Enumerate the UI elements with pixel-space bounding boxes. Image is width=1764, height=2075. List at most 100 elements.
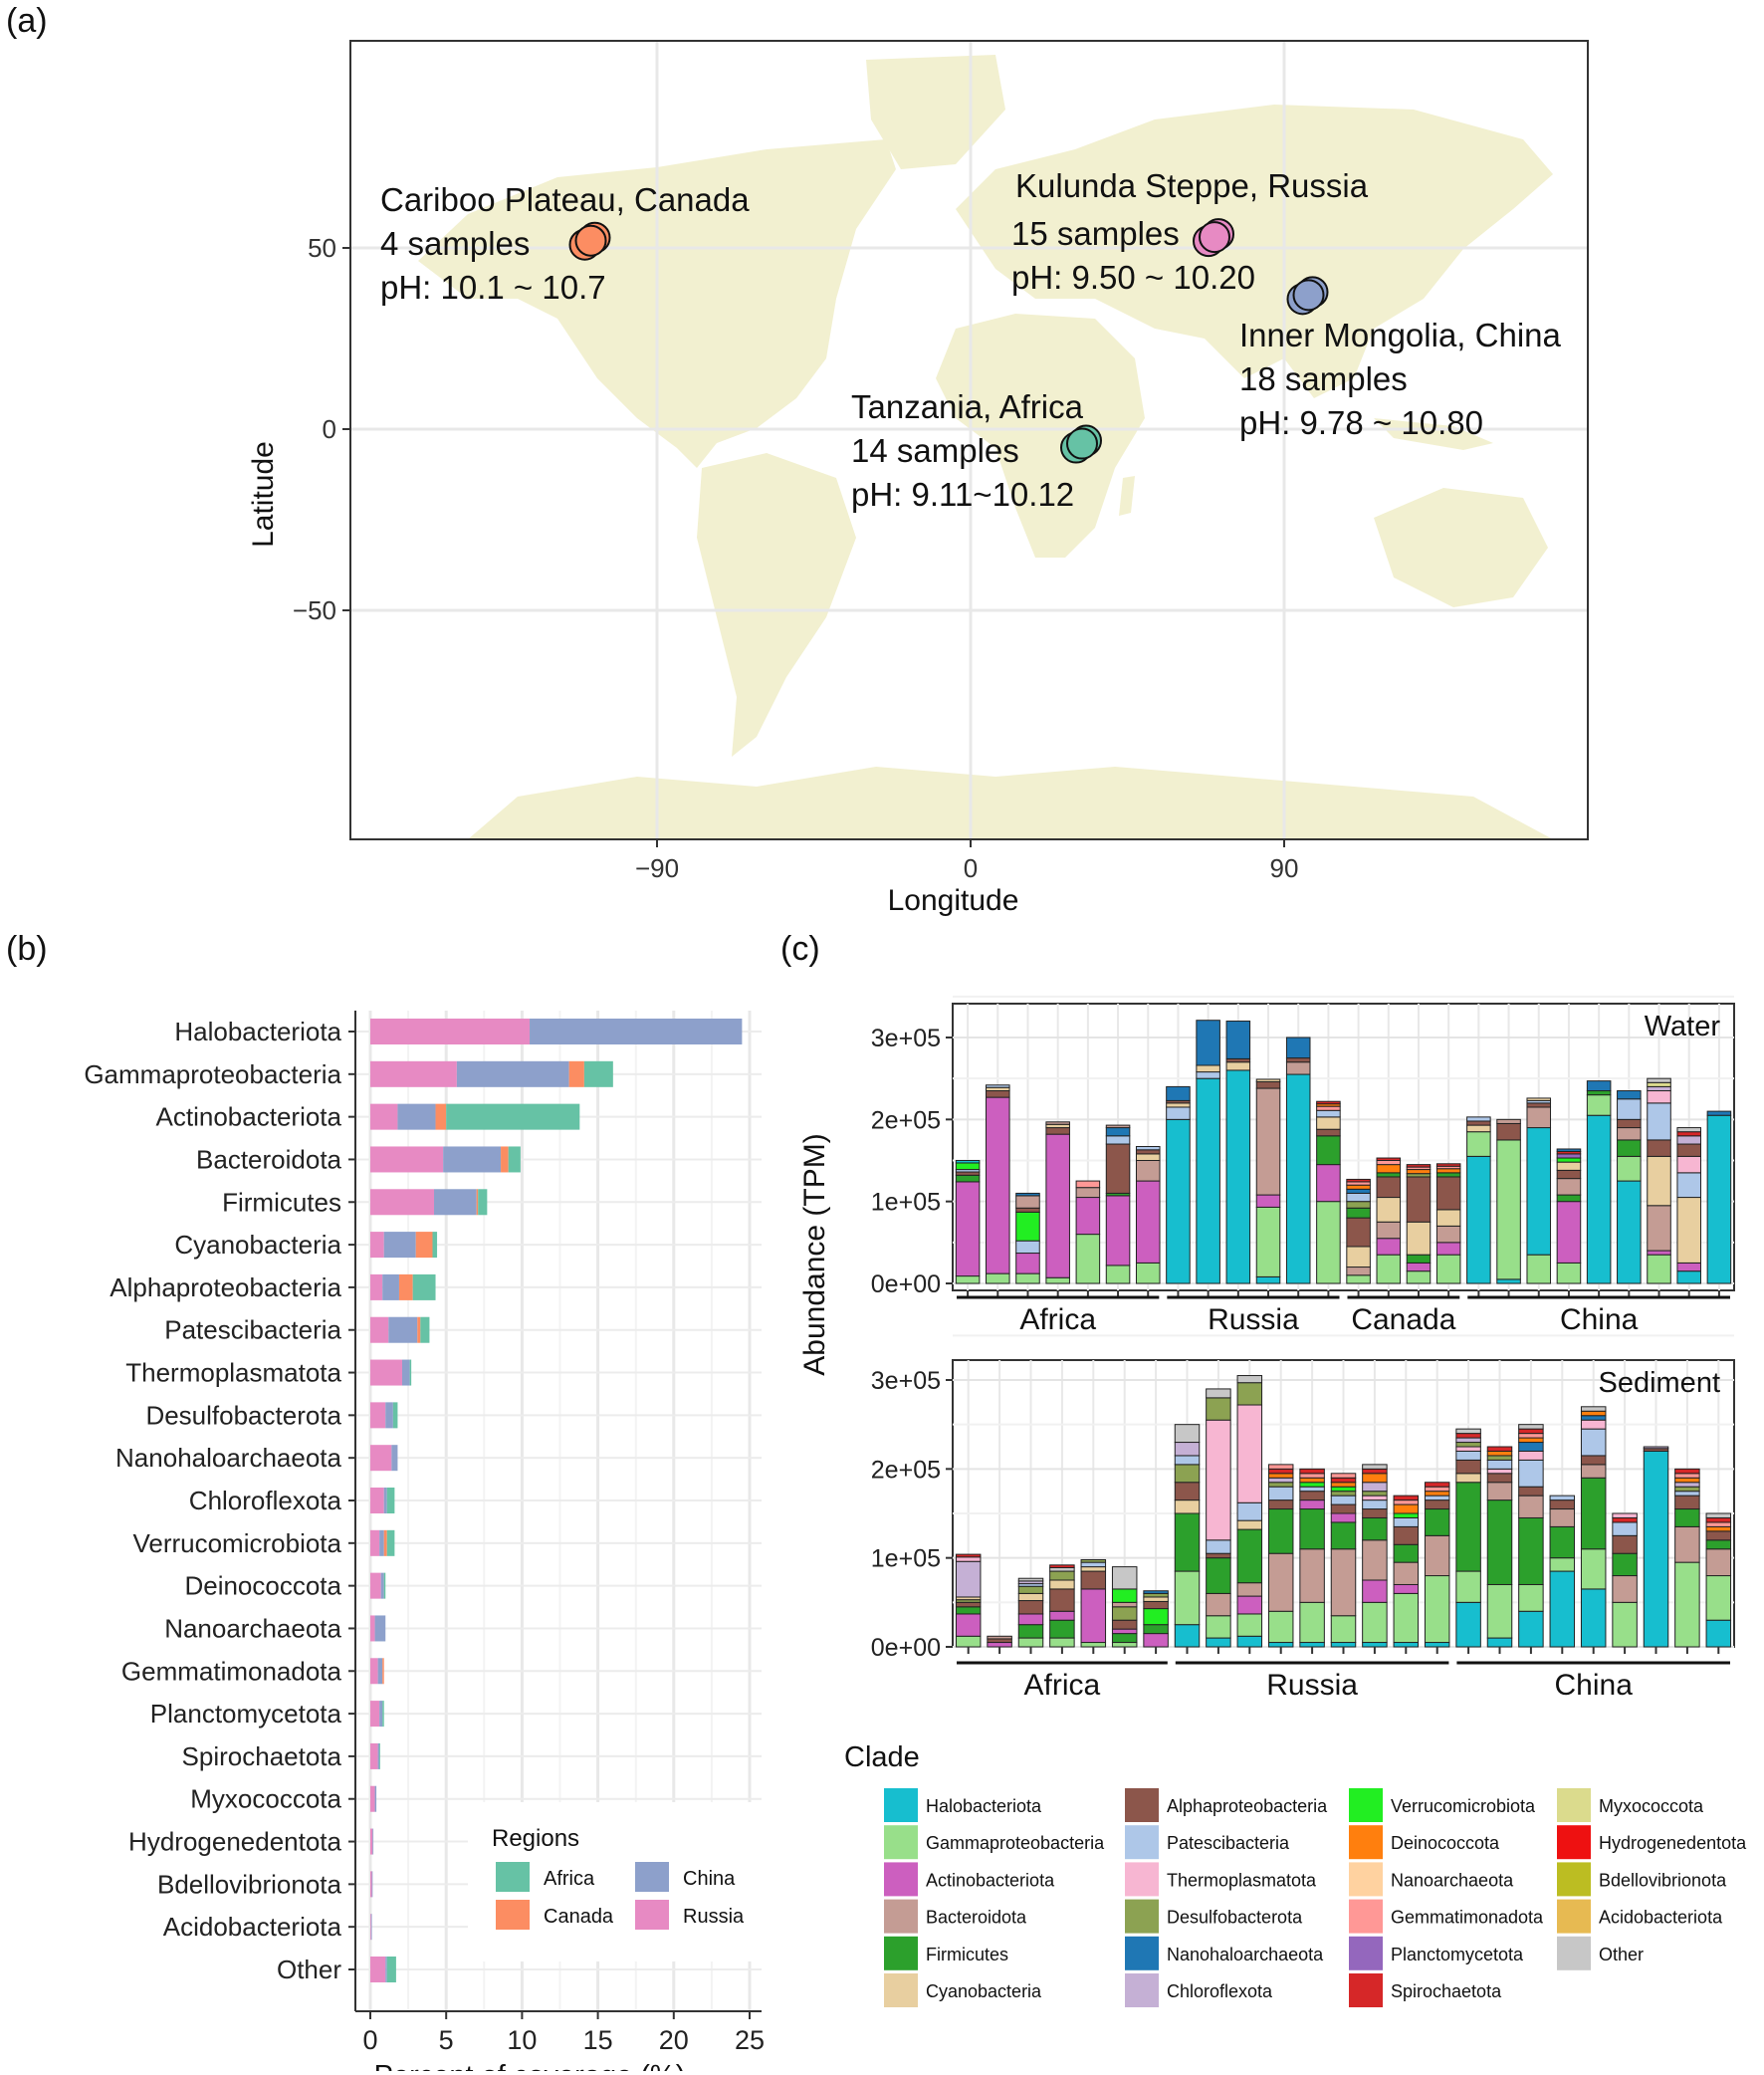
abundance-bar-actinobacteriota xyxy=(1676,1262,1701,1272)
abundance-bar-other xyxy=(1236,1375,1263,1384)
abundance-bar-bacteroidota xyxy=(1580,1464,1607,1479)
abundance-bar-gammaproteobacteria xyxy=(1236,1613,1263,1637)
abundance-bar-firmicutes xyxy=(1376,1172,1402,1178)
abundance-bar-alphaproteobacteria xyxy=(1556,1169,1582,1180)
abundance-bar-gammaproteobacteria xyxy=(1435,1254,1461,1284)
abundance-bar-patescibacteria xyxy=(1015,1240,1040,1255)
coverage-category-label: Gemmatimonadota xyxy=(121,1656,342,1686)
group-label-africa: Africa xyxy=(1019,1303,1096,1336)
coverage-category-label: Gammaproteobacteria xyxy=(84,1059,341,1089)
coverage-bar-china xyxy=(379,1529,384,1556)
abundance-bar-patescibacteria xyxy=(1080,1561,1107,1568)
site-marker-russia xyxy=(1199,221,1230,254)
abundance-bar-alphaproteobacteria xyxy=(1549,1499,1576,1510)
abundance-bar-planctomycetota xyxy=(1556,1153,1582,1159)
clade-swatch xyxy=(1349,1862,1383,1897)
coverage-bar-africa xyxy=(392,1402,398,1429)
abundance-bar-halobacteriota xyxy=(1617,1180,1642,1284)
abundance-bar-cyanobacteria xyxy=(1174,1499,1201,1514)
abundance-bar-firmicutes xyxy=(1518,1516,1544,1585)
abundance-bar-alphaproteobacteria xyxy=(1393,1525,1420,1545)
abundance-bar-gammaproteobacteria xyxy=(1075,1234,1101,1284)
abundance-bar-cyanobacteria xyxy=(1455,1473,1481,1484)
site-marker-china xyxy=(1292,279,1325,312)
abundance-bar-halobacteriota xyxy=(1706,1114,1732,1284)
panel-label-b: (b) xyxy=(6,930,48,968)
coverage-bar-russia xyxy=(370,1019,531,1044)
abundance-bar-thermoplasmatota xyxy=(1455,1446,1481,1452)
site-label-russia: pH: 9.50 ~ 10.20 xyxy=(1011,259,1255,296)
abundance-bar-patescibacteria xyxy=(1466,1116,1491,1122)
clade-label: Nanohaloarchaeota xyxy=(1167,1945,1324,1964)
abundance-bar-alphaproteobacteria xyxy=(1285,1057,1311,1063)
abundance-bar-gemmatimonadota xyxy=(1705,1521,1732,1527)
abundance-bar-alphaproteobacteria xyxy=(1676,1143,1701,1157)
group-label-china: China xyxy=(1560,1303,1639,1336)
abundance-bar-deinococcota xyxy=(1406,1169,1432,1175)
clade-label: Actinobacteriota xyxy=(926,1870,1055,1890)
abundance-bar-other xyxy=(1017,1577,1044,1582)
coverage-bar-china xyxy=(379,1701,383,1728)
clade-swatch xyxy=(884,1899,918,1934)
abundance-bar-nanohaloarchaeota xyxy=(1225,1021,1251,1059)
abundance-bar-verrucomicrobiota xyxy=(1556,1157,1582,1163)
abundance-bar-actinobacteriota xyxy=(1111,1628,1138,1635)
abundance-bar-cyanobacteria xyxy=(1316,1116,1341,1130)
abundance-bar-halobacteriota xyxy=(1549,1570,1576,1648)
abundance-bar-spirochaetota xyxy=(1393,1495,1420,1501)
coverage-bar-africa xyxy=(432,1232,438,1259)
abundance-bar-desulfobacterota xyxy=(1267,1482,1294,1488)
abundance-bar-other xyxy=(1647,1077,1671,1083)
coverage-xtick-label: 25 xyxy=(735,2025,765,2055)
abundance-bar-desulfobacterota xyxy=(1236,1382,1263,1406)
abundance-bar-halobacteriota xyxy=(1518,1610,1544,1648)
abundance-bar-other xyxy=(1518,1424,1544,1430)
map-ytick-label: −50 xyxy=(293,595,336,625)
abundance-bar-deinococcota xyxy=(1518,1437,1544,1444)
map-xtick-label: 90 xyxy=(1270,853,1299,883)
clade-label: Acidobacteriota xyxy=(1599,1908,1723,1928)
panel-label-a: (a) xyxy=(6,2,48,40)
abundance-bar-verrucomicrobiota xyxy=(1111,1588,1138,1603)
clade-label: Halobacteriota xyxy=(926,1796,1042,1816)
abundance-bar-myxococcota xyxy=(1647,1081,1671,1087)
regions-legend-title: Regions xyxy=(492,1825,579,1852)
legend-label-russia: Russia xyxy=(683,1906,745,1928)
abundance-bar-spirochaetota xyxy=(1424,1482,1450,1488)
coverage-bar-russia xyxy=(370,1658,378,1685)
abundance-bar-gemmatimonadota xyxy=(1316,1105,1341,1111)
abundance-bar-gammaproteobacteria xyxy=(1406,1270,1432,1284)
abundance-bar-patescibacteria xyxy=(1518,1459,1544,1488)
coverage-bar-china xyxy=(434,1189,477,1216)
abundance-bar-deinococcota xyxy=(1267,1473,1294,1479)
coverage-category-label: Deinococcota xyxy=(184,1571,341,1601)
coverage-bar-russia xyxy=(370,1146,444,1173)
legend-label-canada: Canada xyxy=(544,1906,614,1928)
abundance-bar-alphaproteobacteria xyxy=(1647,1139,1671,1157)
clade-label: Spirochaetota xyxy=(1391,1981,1502,2001)
abundance-bar-other xyxy=(1580,1406,1607,1412)
abundance-bar-patescibacteria xyxy=(1676,1172,1701,1199)
abundance-bar-bacteroidota xyxy=(1299,1548,1325,1603)
abundance-bar-alphaproteobacteria xyxy=(955,1601,982,1608)
abundance-bar-nanohaloarchaeota xyxy=(1346,1188,1371,1194)
abundance-bar-alphaproteobacteria xyxy=(1255,1080,1281,1089)
abundance-bar-gammaproteobacteria xyxy=(1376,1254,1402,1284)
coverage-xtick-label: 10 xyxy=(507,2025,537,2055)
abundance-bar-halobacteriota xyxy=(1424,1642,1450,1648)
abundance-bar-cyanobacteria xyxy=(1556,1161,1582,1171)
abundance-bar-nanohaloarchaeota xyxy=(1556,1148,1582,1152)
abundance-bar-gammaproteobacteria xyxy=(1612,1601,1638,1648)
abundance-bar-desulfobacterota xyxy=(1486,1455,1513,1461)
abundance-bar-spirochaetota xyxy=(1362,1468,1388,1475)
abundance-bar-bacteroidota xyxy=(1518,1495,1544,1518)
abundance-bar-cyanobacteria xyxy=(1166,1102,1191,1108)
abundance-bar-chloroflexota xyxy=(1267,1477,1294,1484)
abundance-bar-alphaproteobacteria xyxy=(1518,1486,1544,1497)
abundance-bar-alphaproteobacteria xyxy=(1316,1128,1341,1137)
abundance-bar-actinobacteriota xyxy=(1376,1238,1402,1256)
abundance-bar-cyanobacteria xyxy=(1346,1246,1371,1268)
abundance-bar-other xyxy=(1705,1512,1732,1518)
abundance-bar-patescibacteria xyxy=(1105,1135,1131,1145)
facet-title-water: Water xyxy=(1645,1011,1721,1042)
